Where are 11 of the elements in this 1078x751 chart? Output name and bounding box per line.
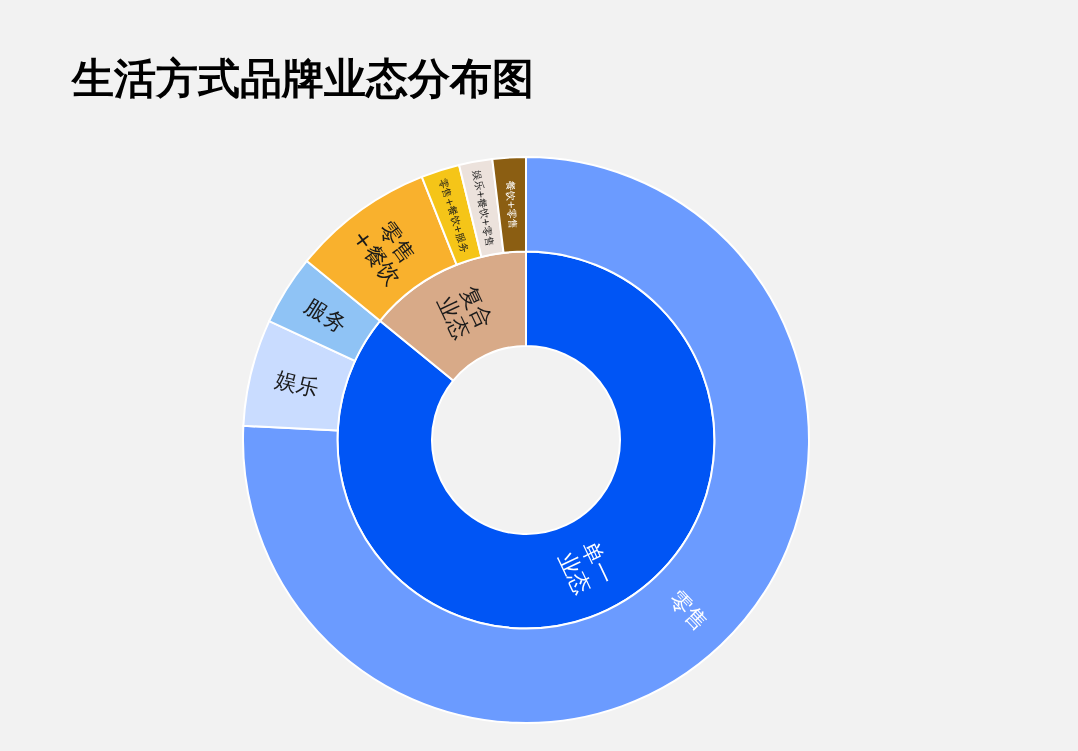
slice-label: 娱乐+餐饮+零售 xyxy=(471,169,497,247)
slice-label: 零售+餐饮 xyxy=(348,217,421,290)
slice-label: 服务 xyxy=(300,292,352,338)
slice-label: 娱乐 xyxy=(272,366,322,401)
slice-label: 零售+餐饮+服务 xyxy=(437,177,472,254)
slice-label: 餐饮+零售 xyxy=(505,180,519,230)
donut-slice xyxy=(242,156,810,724)
slice-label: 复合业态 xyxy=(433,281,498,344)
slice-label: 零售 xyxy=(664,586,713,636)
chart-title: 生活方式品牌业态分布图 xyxy=(72,54,534,104)
slice-label: 单一业态 xyxy=(554,536,619,599)
